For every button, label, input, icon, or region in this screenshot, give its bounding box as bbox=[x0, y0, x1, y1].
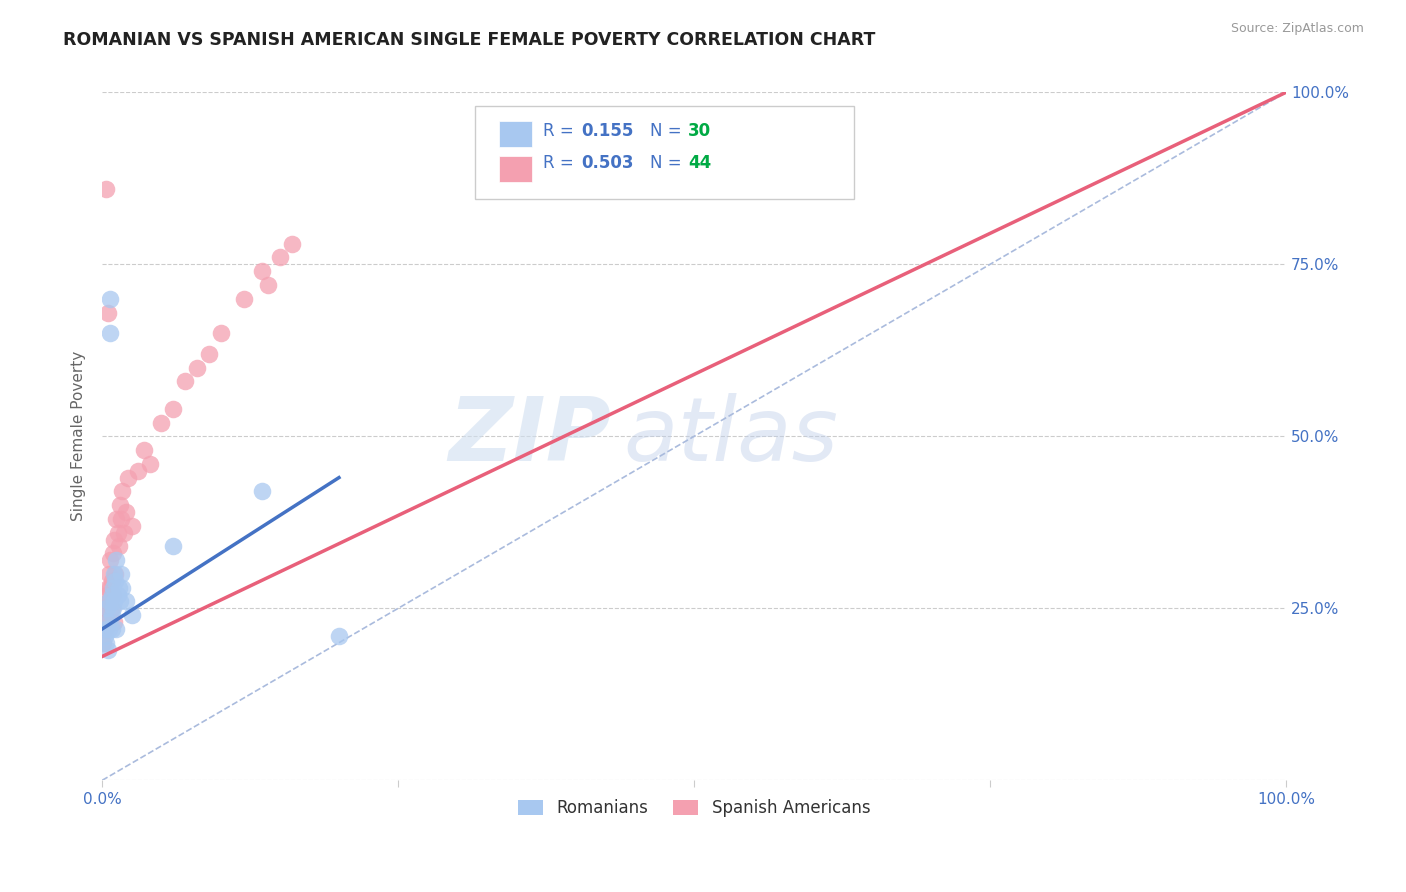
Point bbox=[101, 581, 124, 595]
Point bbox=[94, 182, 117, 196]
Point bbox=[257, 277, 280, 292]
Point bbox=[107, 540, 129, 554]
Point bbox=[111, 581, 134, 595]
Point bbox=[100, 608, 122, 623]
Point bbox=[105, 553, 128, 567]
Point bbox=[110, 566, 132, 581]
Point bbox=[101, 546, 124, 560]
Point bbox=[100, 601, 122, 615]
Point bbox=[98, 594, 121, 608]
Point bbox=[101, 588, 124, 602]
Point bbox=[98, 622, 121, 636]
Text: Source: ZipAtlas.com: Source: ZipAtlas.com bbox=[1230, 22, 1364, 36]
Point bbox=[115, 594, 138, 608]
Text: N =: N = bbox=[651, 154, 682, 172]
Point bbox=[117, 470, 139, 484]
Point bbox=[93, 622, 115, 636]
Point bbox=[103, 615, 125, 629]
Point bbox=[96, 601, 118, 615]
Point bbox=[197, 347, 219, 361]
Text: R =: R = bbox=[543, 122, 574, 140]
Text: ZIP: ZIP bbox=[449, 392, 612, 480]
Text: N =: N = bbox=[651, 122, 682, 140]
Text: 44: 44 bbox=[688, 154, 711, 172]
Point bbox=[328, 629, 350, 643]
Point bbox=[162, 540, 184, 554]
Point bbox=[250, 484, 273, 499]
Point bbox=[100, 326, 122, 340]
Point bbox=[100, 553, 122, 567]
Point bbox=[127, 464, 149, 478]
Point bbox=[100, 581, 122, 595]
Point bbox=[108, 498, 131, 512]
Point bbox=[100, 292, 122, 306]
Point bbox=[186, 360, 208, 375]
Point bbox=[104, 566, 127, 581]
Legend: Romanians, Spanish Americans: Romanians, Spanish Americans bbox=[512, 792, 877, 823]
Point bbox=[112, 525, 135, 540]
Point bbox=[105, 622, 128, 636]
Point bbox=[97, 615, 120, 629]
Point bbox=[103, 566, 125, 581]
Point bbox=[97, 305, 120, 319]
Text: R =: R = bbox=[543, 154, 574, 172]
Point bbox=[132, 443, 155, 458]
Point bbox=[110, 512, 132, 526]
Point bbox=[107, 581, 129, 595]
Point bbox=[269, 251, 291, 265]
Point bbox=[108, 594, 131, 608]
Point bbox=[100, 588, 122, 602]
Point bbox=[100, 622, 122, 636]
Point bbox=[107, 588, 129, 602]
FancyBboxPatch shape bbox=[475, 106, 853, 199]
Point bbox=[94, 636, 117, 650]
Point bbox=[150, 416, 173, 430]
Y-axis label: Single Female Poverty: Single Female Poverty bbox=[72, 351, 86, 522]
Point bbox=[93, 608, 115, 623]
Point bbox=[209, 326, 232, 340]
Point bbox=[103, 533, 125, 547]
Text: atlas: atlas bbox=[623, 393, 838, 479]
Point bbox=[121, 608, 143, 623]
Point bbox=[115, 505, 138, 519]
Point bbox=[97, 581, 120, 595]
Point bbox=[104, 574, 127, 588]
Point bbox=[138, 457, 160, 471]
Point bbox=[250, 264, 273, 278]
Point bbox=[111, 484, 134, 499]
Text: 0.155: 0.155 bbox=[582, 122, 634, 140]
Point bbox=[280, 236, 302, 251]
Point bbox=[103, 594, 125, 608]
Point bbox=[101, 601, 124, 615]
Point bbox=[96, 588, 118, 602]
Text: 0.503: 0.503 bbox=[582, 154, 634, 172]
Point bbox=[94, 601, 117, 615]
Point bbox=[105, 512, 128, 526]
Point bbox=[174, 374, 197, 388]
FancyBboxPatch shape bbox=[499, 121, 531, 147]
Point bbox=[107, 525, 129, 540]
Point bbox=[98, 594, 121, 608]
Point bbox=[97, 642, 120, 657]
Point bbox=[162, 401, 184, 416]
FancyBboxPatch shape bbox=[499, 155, 531, 182]
Point bbox=[121, 518, 143, 533]
Point bbox=[96, 615, 118, 629]
Point bbox=[100, 574, 122, 588]
Text: 30: 30 bbox=[688, 122, 711, 140]
Point bbox=[93, 636, 115, 650]
Point bbox=[98, 566, 121, 581]
Text: ROMANIAN VS SPANISH AMERICAN SINGLE FEMALE POVERTY CORRELATION CHART: ROMANIAN VS SPANISH AMERICAN SINGLE FEMA… bbox=[63, 31, 876, 49]
Point bbox=[233, 292, 256, 306]
Point bbox=[93, 629, 115, 643]
Point bbox=[94, 622, 117, 636]
